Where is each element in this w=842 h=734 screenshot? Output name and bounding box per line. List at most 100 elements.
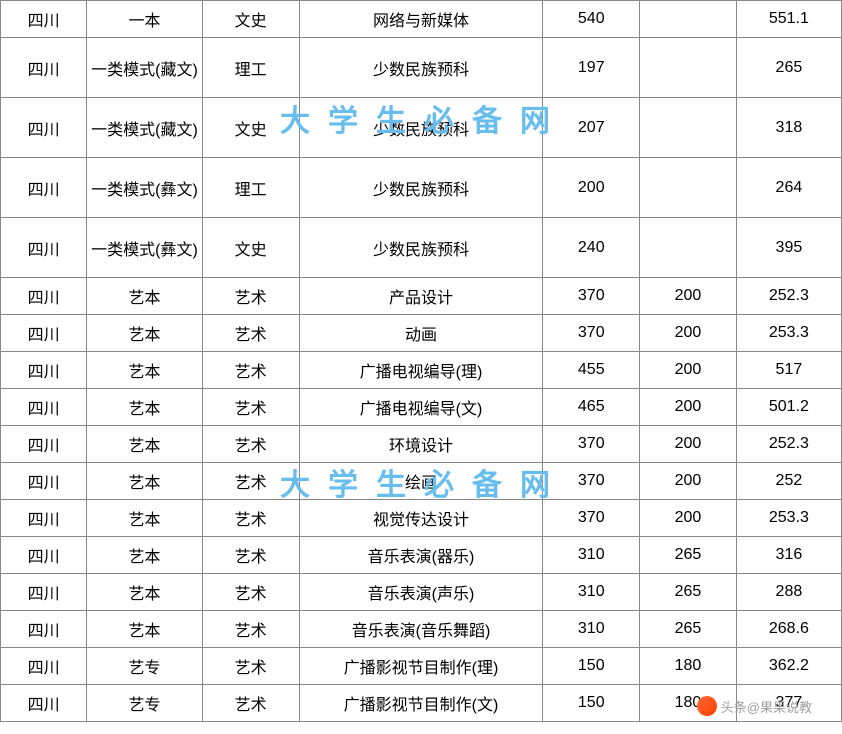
cell-score2: 200 xyxy=(640,389,737,426)
table-row: 四川一类模式(彝文)文史少数民族预科240395 xyxy=(1,218,842,278)
cell-score3: 253.3 xyxy=(736,315,841,352)
table-row: 四川艺本艺术动画370200253.3 xyxy=(1,315,842,352)
cell-score1: 540 xyxy=(543,1,640,38)
cell-province: 四川 xyxy=(1,426,87,463)
attribution: 头条@果果说教 xyxy=(697,696,812,716)
cell-score1: 370 xyxy=(543,463,640,500)
cell-province: 四川 xyxy=(1,158,87,218)
cell-province: 四川 xyxy=(1,98,87,158)
cell-category: 艺术 xyxy=(202,611,299,648)
table-row: 四川艺本艺术广播电视编导(理)455200517 xyxy=(1,352,842,389)
cell-category: 艺术 xyxy=(202,463,299,500)
cell-score3: 316 xyxy=(736,537,841,574)
table-row: 四川艺本艺术广播电视编导(文)465200501.2 xyxy=(1,389,842,426)
cell-score1: 150 xyxy=(543,648,640,685)
cell-batch: 艺专 xyxy=(87,685,203,722)
cell-major: 音乐表演(器乐) xyxy=(299,537,543,574)
cell-province: 四川 xyxy=(1,352,87,389)
table-row: 四川一本文史网络与新媒体540551.1 xyxy=(1,1,842,38)
table-row: 四川艺本艺术音乐表演(音乐舞蹈)310265268.6 xyxy=(1,611,842,648)
table-row: 四川一类模式(藏文)理工少数民族预科197265 xyxy=(1,38,842,98)
cell-province: 四川 xyxy=(1,218,87,278)
table-row: 四川一类模式(彝文)理工少数民族预科200264 xyxy=(1,158,842,218)
cell-batch: 一类模式(彝文) xyxy=(87,218,203,278)
cell-score3: 395 xyxy=(736,218,841,278)
cell-category: 艺术 xyxy=(202,537,299,574)
cell-province: 四川 xyxy=(1,315,87,352)
cell-category: 理工 xyxy=(202,38,299,98)
cell-province: 四川 xyxy=(1,648,87,685)
cell-batch: 艺本 xyxy=(87,537,203,574)
cell-category: 文史 xyxy=(202,1,299,38)
cell-score2 xyxy=(640,38,737,98)
cell-category: 艺术 xyxy=(202,685,299,722)
cell-province: 四川 xyxy=(1,1,87,38)
cell-province: 四川 xyxy=(1,574,87,611)
table-row: 四川艺本艺术产品设计370200252.3 xyxy=(1,278,842,315)
table-row: 四川一类模式(藏文)文史少数民族预科207318 xyxy=(1,98,842,158)
cell-batch: 一类模式(彝文) xyxy=(87,158,203,218)
table-row: 四川艺本艺术视觉传达设计370200253.3 xyxy=(1,500,842,537)
cell-category: 艺术 xyxy=(202,500,299,537)
cell-score2: 200 xyxy=(640,426,737,463)
cell-score2: 200 xyxy=(640,500,737,537)
cell-score3: 288 xyxy=(736,574,841,611)
admissions-table: 四川一本文史网络与新媒体540551.1四川一类模式(藏文)理工少数民族预科19… xyxy=(0,0,842,722)
cell-major: 广播电视编导(理) xyxy=(299,352,543,389)
cell-batch: 艺本 xyxy=(87,611,203,648)
cell-major: 广播影视节目制作(文) xyxy=(299,685,543,722)
cell-score1: 197 xyxy=(543,38,640,98)
cell-category: 艺术 xyxy=(202,352,299,389)
cell-province: 四川 xyxy=(1,389,87,426)
cell-category: 理工 xyxy=(202,158,299,218)
cell-score3: 252.3 xyxy=(736,278,841,315)
table-row: 四川艺专艺术广播影视节目制作(理)150180362.2 xyxy=(1,648,842,685)
cell-score3: 551.1 xyxy=(736,1,841,38)
cell-province: 四川 xyxy=(1,500,87,537)
table-row: 四川艺本艺术绘画370200252 xyxy=(1,463,842,500)
cell-major: 音乐表演(音乐舞蹈) xyxy=(299,611,543,648)
cell-major: 音乐表演(声乐) xyxy=(299,574,543,611)
cell-category: 艺术 xyxy=(202,574,299,611)
cell-batch: 一类模式(藏文) xyxy=(87,98,203,158)
cell-score1: 310 xyxy=(543,537,640,574)
cell-category: 文史 xyxy=(202,98,299,158)
cell-major: 产品设计 xyxy=(299,278,543,315)
cell-batch: 一类模式(藏文) xyxy=(87,38,203,98)
cell-score3: 362.2 xyxy=(736,648,841,685)
cell-batch: 艺本 xyxy=(87,426,203,463)
cell-score1: 370 xyxy=(543,315,640,352)
cell-score3: 501.2 xyxy=(736,389,841,426)
cell-score2: 265 xyxy=(640,537,737,574)
cell-major: 广播影视节目制作(理) xyxy=(299,648,543,685)
cell-category: 艺术 xyxy=(202,389,299,426)
table-row: 四川艺本艺术音乐表演(器乐)310265316 xyxy=(1,537,842,574)
cell-major: 网络与新媒体 xyxy=(299,1,543,38)
cell-major: 少数民族预科 xyxy=(299,158,543,218)
cell-score1: 370 xyxy=(543,278,640,315)
cell-score2: 265 xyxy=(640,574,737,611)
cell-batch: 艺专 xyxy=(87,648,203,685)
cell-score1: 207 xyxy=(543,98,640,158)
cell-batch: 艺本 xyxy=(87,389,203,426)
cell-province: 四川 xyxy=(1,463,87,500)
cell-score2: 265 xyxy=(640,611,737,648)
cell-major: 少数民族预科 xyxy=(299,38,543,98)
cell-major: 绘画 xyxy=(299,463,543,500)
cell-score2 xyxy=(640,98,737,158)
cell-score3: 264 xyxy=(736,158,841,218)
cell-score1: 370 xyxy=(543,426,640,463)
cell-batch: 艺本 xyxy=(87,574,203,611)
cell-major: 广播电视编导(文) xyxy=(299,389,543,426)
cell-score2: 180 xyxy=(640,648,737,685)
cell-score3: 268.6 xyxy=(736,611,841,648)
cell-category: 艺术 xyxy=(202,648,299,685)
cell-major: 动画 xyxy=(299,315,543,352)
cell-category: 艺术 xyxy=(202,315,299,352)
cell-score1: 150 xyxy=(543,685,640,722)
table-row: 四川艺本艺术音乐表演(声乐)310265288 xyxy=(1,574,842,611)
cell-batch: 艺本 xyxy=(87,352,203,389)
cell-score3: 252 xyxy=(736,463,841,500)
cell-batch: 艺本 xyxy=(87,278,203,315)
cell-province: 四川 xyxy=(1,611,87,648)
